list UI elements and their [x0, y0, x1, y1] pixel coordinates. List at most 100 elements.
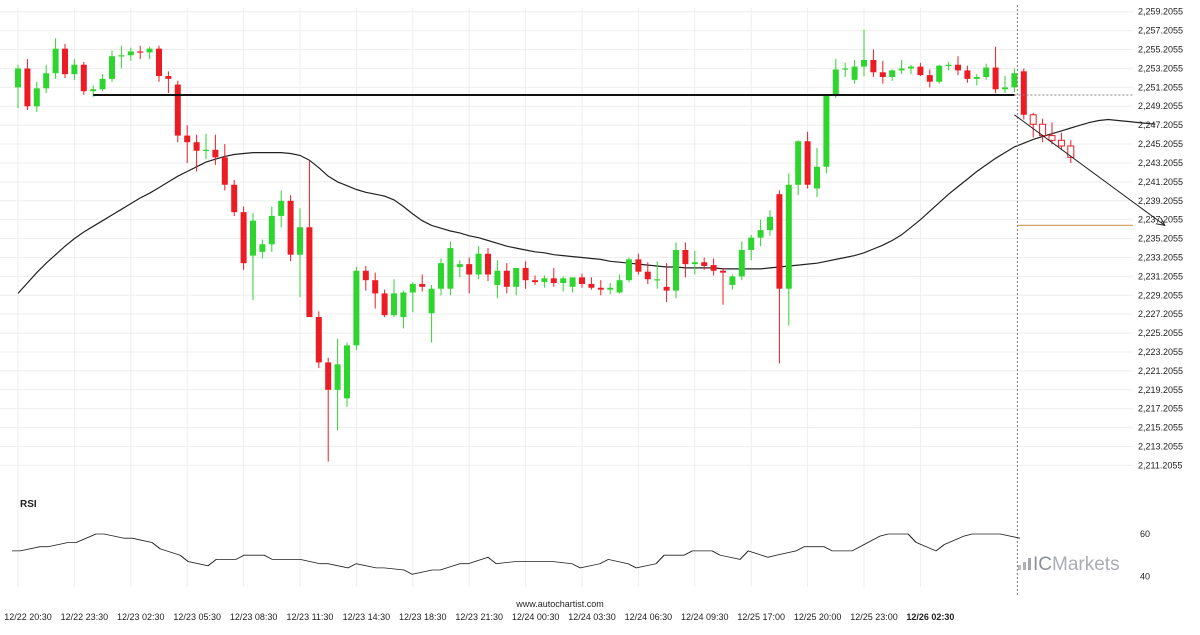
- price-tick-label: 2,225.2055: [1138, 328, 1183, 338]
- candle: [118, 45, 125, 69]
- candle-body: [15, 68, 21, 88]
- logo-prefix: IC: [1033, 554, 1052, 575]
- candle-body: [964, 70, 971, 79]
- candle-body: [344, 345, 350, 399]
- moving-average-path: [17, 118, 1156, 294]
- price-tick-label: 2,231.2055: [1138, 271, 1183, 281]
- candle: [795, 140, 802, 196]
- candle: [908, 64, 914, 75]
- candle: [701, 257, 708, 270]
- candle: [494, 260, 501, 299]
- candle: [344, 342, 350, 407]
- candle: [785, 173, 792, 326]
- candle: [109, 50, 115, 82]
- time-tick-label: 12/22 20:30: [4, 612, 52, 622]
- candle-body: [127, 51, 134, 56]
- time-tick-label: 12/23 02:30: [117, 612, 165, 622]
- candle-body: [146, 48, 153, 53]
- candle-body: [193, 142, 200, 151]
- candle-body: [917, 66, 924, 76]
- candle: [832, 59, 839, 98]
- candle-body: [71, 64, 78, 75]
- candle: [353, 266, 360, 351]
- candle-body: [184, 135, 191, 143]
- candle: [297, 208, 303, 298]
- time-tick-label: 12/26 02:30: [906, 612, 954, 622]
- candle: [691, 250, 698, 275]
- candle: [156, 45, 162, 82]
- candle: [362, 266, 369, 291]
- candle: [137, 45, 144, 60]
- candle: [1020, 68, 1027, 120]
- candle: [372, 272, 379, 309]
- candle-body: [250, 220, 256, 256]
- candle: [485, 248, 491, 282]
- candle-body: [973, 76, 980, 79]
- candle: [992, 46, 999, 94]
- candle-body: [701, 262, 708, 267]
- candle: [814, 147, 820, 198]
- candle-body: [616, 280, 623, 293]
- candle: [955, 56, 961, 76]
- candle-body: [804, 141, 811, 185]
- candle-body: [889, 70, 896, 77]
- candle-body: [438, 263, 444, 289]
- time-tick-label: 12/23 11:30: [287, 612, 334, 622]
- candle-body: [1020, 71, 1027, 115]
- time-tick-label: 12/24 06:30: [625, 612, 673, 622]
- candle: [842, 62, 849, 77]
- candle: [889, 69, 896, 81]
- candle-body: [983, 67, 990, 77]
- candle-body: [1011, 73, 1018, 88]
- candle: [287, 195, 294, 262]
- candle: [729, 274, 736, 290]
- candle-body: [240, 212, 247, 264]
- broker-logo: ICMarkets: [1018, 554, 1120, 575]
- price-axis: 2,259.2055 2,257.2055 2,255.2055 2,253.2055…: [1138, 7, 1183, 471]
- candle-body: [748, 237, 755, 250]
- candle-body: [560, 278, 567, 284]
- candle: [945, 61, 952, 71]
- candle-body: [522, 267, 529, 281]
- candle-body: [456, 264, 463, 267]
- price-tick-label: 2,241.2055: [1138, 177, 1183, 187]
- forecast-arrowhead: [1155, 217, 1166, 227]
- rsi-tick-label: 60: [1140, 529, 1150, 539]
- price-tick-label: 2,213.2055: [1138, 441, 1183, 451]
- candle-body: [174, 84, 181, 136]
- candle: [560, 276, 567, 292]
- candle-body: [1048, 135, 1056, 141]
- candle-body: [757, 230, 764, 238]
- candle: [165, 71, 172, 94]
- price-tick-label: 2,251.2055: [1138, 82, 1183, 92]
- candle: [43, 64, 50, 94]
- time-tick-label: 12/23 18:30: [399, 612, 447, 622]
- price-tick-label: 2,227.2055: [1138, 309, 1183, 319]
- candle: [1029, 112, 1037, 138]
- candle-body: [62, 48, 68, 75]
- candle-body: [926, 75, 933, 82]
- candle-body: [729, 276, 736, 285]
- time-tick-label: 12/23 05:30: [173, 612, 221, 622]
- candle-body: [992, 67, 999, 90]
- price-tick-label: 2,215.2055: [1138, 423, 1183, 433]
- candle-body: [842, 68, 849, 70]
- svg-text:ICMarkets: ICMarkets: [1033, 554, 1120, 575]
- candle-body: [597, 287, 604, 290]
- candle: [936, 64, 943, 84]
- candle-body: [391, 293, 397, 316]
- candle-body: [814, 166, 820, 189]
- price-tick-label: 2,257.2055: [1138, 26, 1183, 36]
- candle: [1067, 140, 1075, 163]
- candle-body: [691, 262, 698, 265]
- candle: [447, 241, 454, 296]
- grid: [0, 8, 1133, 587]
- candle: [870, 49, 877, 77]
- candle-body: [43, 73, 50, 89]
- time-axis: 12/22 20:30 12/22 23:30 12/23 02:30 12/23 0…: [4, 612, 954, 622]
- candle-body: [203, 149, 209, 151]
- candle: [926, 69, 933, 88]
- candle: [1002, 76, 1008, 94]
- candle-body: [400, 292, 407, 318]
